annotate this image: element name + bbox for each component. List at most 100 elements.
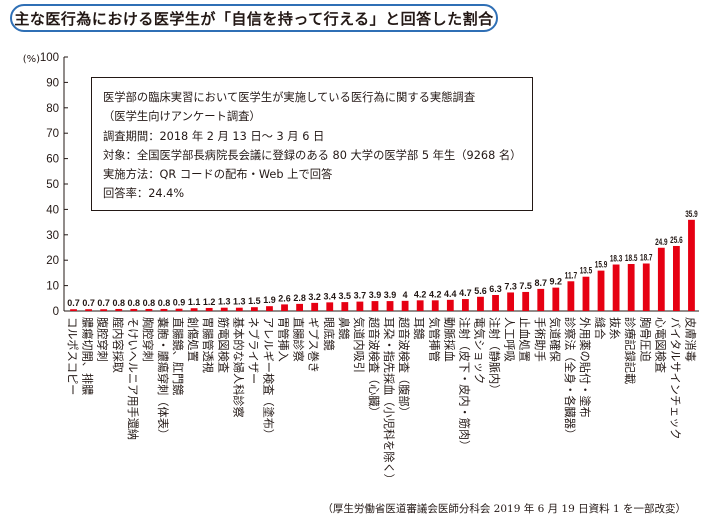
category-label: 止血処置 bbox=[518, 317, 532, 362]
bar-value-label: 5.6 bbox=[474, 286, 487, 296]
bar-value-label: 1.3 bbox=[233, 297, 246, 307]
survey-info-box: 医学部の臨床実習において医学生が実施している医行為に関する実態調査 （医学生向け… bbox=[91, 77, 533, 211]
category-label: 耳鏡 bbox=[412, 317, 426, 339]
category-label: そけいヘルニア用手還納 bbox=[126, 317, 140, 440]
bar bbox=[311, 302, 319, 311]
bar-value-label: 18.3 bbox=[610, 254, 623, 264]
bar-value-label: 4.2 bbox=[429, 289, 442, 299]
bar-value-label: 1.3 bbox=[218, 297, 231, 307]
bar-value-label: 4.2 bbox=[414, 289, 427, 299]
category-label: 縫合 bbox=[593, 317, 607, 339]
category-label: 直腸診察 bbox=[292, 317, 306, 362]
category-label: 腟内容採取 bbox=[111, 317, 125, 373]
bar bbox=[612, 264, 620, 311]
bar bbox=[446, 299, 454, 311]
survey-info-line: 対象：全国医学部長病院長会議に登録のある 80 大学の医学部 5 年生（9268… bbox=[103, 148, 522, 162]
bar bbox=[250, 307, 258, 311]
bar bbox=[492, 294, 499, 311]
category-label: 診察法（全身・各臓器） bbox=[563, 317, 577, 440]
bar bbox=[100, 309, 108, 311]
bar bbox=[175, 308, 183, 311]
bar bbox=[431, 300, 439, 311]
bar bbox=[266, 306, 273, 311]
bar bbox=[552, 287, 560, 311]
y-tick-label: 10 bbox=[46, 281, 59, 293]
bar bbox=[145, 308, 153, 311]
category-label: 超音波検査（腹部） bbox=[397, 317, 411, 418]
bar bbox=[205, 307, 213, 311]
category-label: 注射（静脈内） bbox=[488, 317, 502, 395]
bar bbox=[386, 301, 394, 311]
bar bbox=[220, 307, 228, 311]
bar-value-label: 1.9 bbox=[263, 295, 276, 305]
category-label: 抜糸 bbox=[608, 317, 622, 339]
category-label: 皮膚消毒 bbox=[683, 317, 697, 362]
survey-info-line: 医学部の臨床実習において医学生が実施している医行為に関する実態調査 bbox=[103, 91, 476, 104]
category-label: 気道内吸引 bbox=[352, 317, 366, 373]
category-label: バイタルサインチェック bbox=[668, 317, 681, 440]
y-tick-label: 80 bbox=[46, 103, 59, 115]
y-tick-label: 100 bbox=[40, 52, 59, 64]
bar-value-label: 15.9 bbox=[595, 260, 608, 270]
bar-value-label: 8.7 bbox=[535, 278, 548, 288]
category-label: 手術助手 bbox=[533, 317, 547, 362]
bar bbox=[416, 300, 424, 311]
bar-value-label: 13.5 bbox=[580, 266, 593, 276]
y-axis-unit-label: (%) bbox=[23, 54, 40, 65]
bar bbox=[627, 264, 635, 311]
bar-value-label: 0.8 bbox=[143, 298, 156, 308]
bar-value-label: 3.5 bbox=[339, 291, 352, 301]
category-label: ギプス巻き bbox=[307, 317, 320, 373]
survey-info-line: （医学生向けアンケート調査） bbox=[103, 110, 261, 124]
y-tick-label: 60 bbox=[46, 154, 59, 166]
bar bbox=[341, 302, 349, 311]
category-label: 耳朶・指先採血（小児科を除く） bbox=[382, 317, 396, 485]
bar bbox=[642, 263, 650, 311]
bar bbox=[235, 307, 243, 311]
bar-value-label: 3.9 bbox=[369, 290, 382, 300]
category-label: 嚢胞・膿瘍穿刺（体表） bbox=[156, 317, 170, 440]
category-label: 胸骨圧迫 bbox=[638, 317, 652, 362]
bar bbox=[522, 291, 530, 311]
bar-value-label: 7.3 bbox=[504, 281, 517, 291]
bar bbox=[371, 301, 379, 311]
category-label: 診療記録記載 bbox=[623, 317, 637, 384]
category-label: 創傷処置 bbox=[186, 317, 200, 362]
bar bbox=[356, 301, 364, 311]
bar-value-label: 7.5 bbox=[519, 281, 532, 291]
category-label: 電気ショック bbox=[472, 317, 486, 384]
y-tick-label: 70 bbox=[46, 128, 59, 140]
bar bbox=[477, 296, 484, 311]
bar bbox=[537, 288, 545, 311]
category-label: 眼底鏡 bbox=[322, 317, 336, 351]
bar-value-label: 3.4 bbox=[324, 291, 337, 301]
bar bbox=[130, 308, 138, 311]
bar bbox=[582, 276, 590, 311]
category-label: コルポスコピー bbox=[66, 317, 79, 395]
bar-value-label: 0.8 bbox=[113, 298, 126, 308]
y-tick-label: 40 bbox=[46, 204, 59, 216]
bar-value-label: 1.5 bbox=[248, 296, 261, 306]
bar bbox=[296, 303, 304, 311]
bar-value-label: 4.7 bbox=[459, 288, 472, 298]
category-label: 膿瘍切開、排膿 bbox=[81, 317, 95, 395]
bar-value-label: 11.7 bbox=[565, 270, 578, 280]
bar-value-label: 4.4 bbox=[444, 289, 457, 299]
y-tick-label: 20 bbox=[46, 255, 59, 267]
bar-value-label: 9.2 bbox=[550, 277, 563, 287]
bar bbox=[70, 309, 77, 311]
bar bbox=[597, 270, 605, 311]
bar-value-label: 35.9 bbox=[685, 209, 698, 219]
bar-value-label: 4 bbox=[403, 290, 408, 300]
category-label: アレルギー検査（塗布） bbox=[261, 317, 275, 440]
category-label: 胃腸管透視 bbox=[201, 317, 215, 373]
bar-value-label: 0.7 bbox=[82, 298, 95, 308]
bar bbox=[326, 302, 334, 311]
category-label: 直腸鏡、肛門鏡 bbox=[171, 317, 185, 395]
survey-info-line: 実施方法：QR コードの配布・Web 上で回答 bbox=[103, 168, 333, 182]
bar-value-label: 0.8 bbox=[158, 298, 171, 308]
category-label: ネブライザー bbox=[246, 317, 260, 384]
category-label: 外用薬の貼付・塗布 bbox=[578, 317, 592, 418]
y-tick-label: 30 bbox=[46, 230, 59, 242]
category-label: 気管挿管 bbox=[427, 317, 441, 362]
